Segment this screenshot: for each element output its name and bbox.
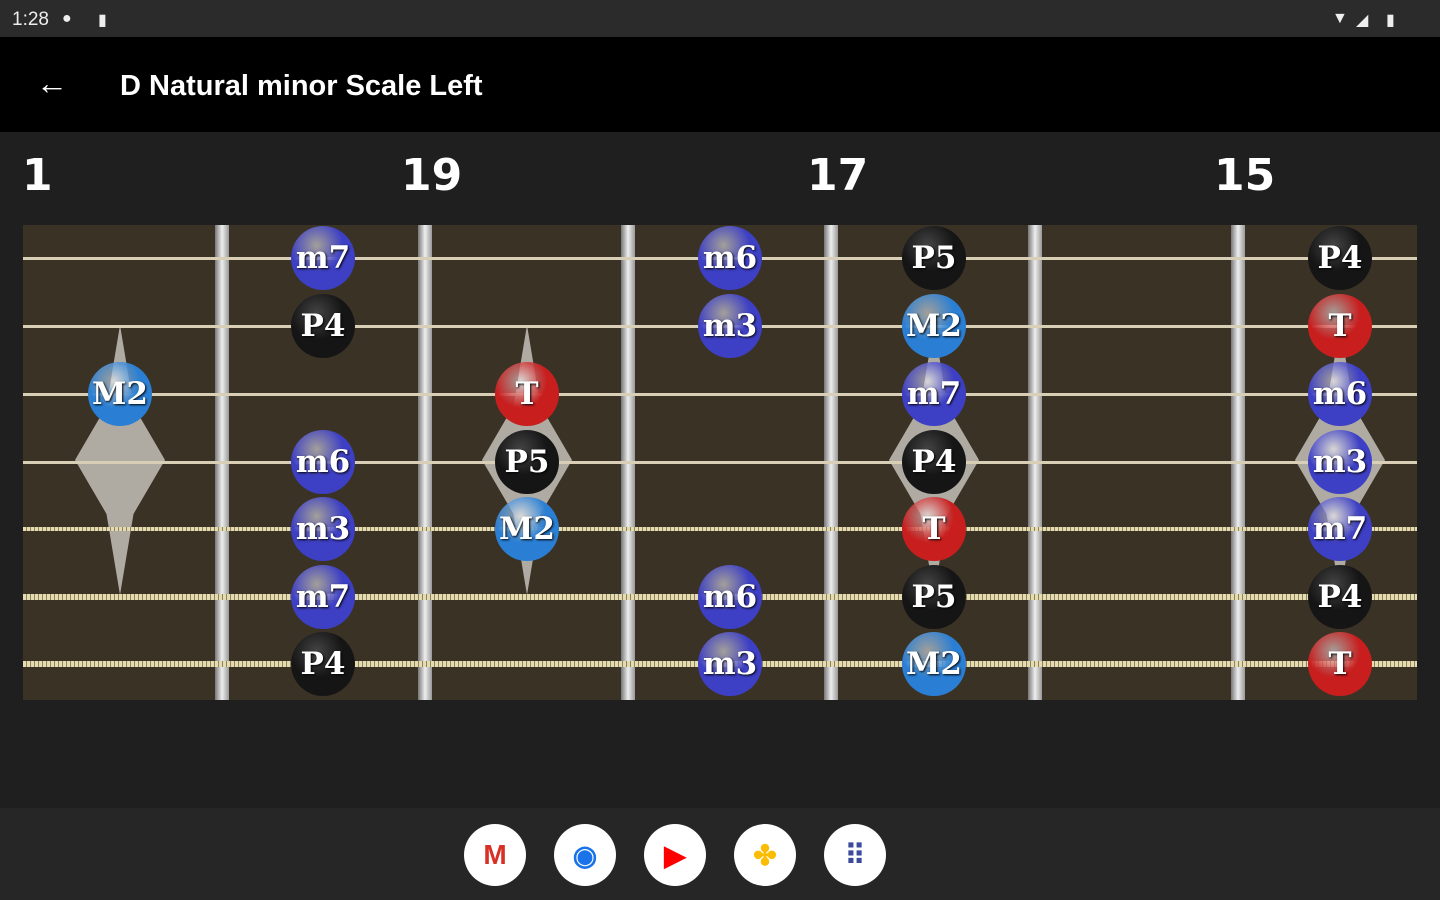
note-marker[interactable]: m6 [698,565,762,629]
note-marker[interactable]: M2 [902,294,966,358]
wifi-icon: ▼ [1332,10,1348,27]
app-bar: ← D Natural minor Scale Left [0,37,1440,132]
note-marker[interactable]: T [902,497,966,561]
sd-card-icon: ▮ [98,12,107,29]
note-marker[interactable]: P5 [495,430,559,494]
note-marker[interactable]: T [495,362,559,426]
gmail-icon[interactable]: M [464,824,526,886]
note-marker[interactable]: P5 [902,565,966,629]
note-marker[interactable]: m7 [291,565,355,629]
guitar-string [23,527,1417,531]
signal-icon: ◢ [1356,12,1369,29]
note-marker[interactable]: m3 [698,294,762,358]
note-marker[interactable]: P5 [902,226,966,290]
status-time: 1:28 [12,9,49,30]
status-bar: 1:28 ● ▮ ▼ ◢ ▮ [0,0,1440,37]
back-button[interactable]: ← [36,65,68,101]
note-marker[interactable]: P4 [291,294,355,358]
youtube-icon[interactable]: ▶ [644,824,706,886]
navigation-bar [0,808,1440,900]
app-drawer-icon[interactable]: ⠿ [824,824,886,886]
chrome-icon[interactable]: ◉ [554,824,616,886]
note-marker[interactable]: M2 [88,362,152,426]
battery-icon: ▮ [1386,12,1395,29]
note-marker[interactable]: P4 [902,430,966,494]
note-marker[interactable]: M2 [902,632,966,696]
note-marker[interactable]: T [1308,632,1372,696]
note-marker[interactable]: P4 [1308,226,1372,290]
note-marker[interactable]: m3 [698,632,762,696]
fret-number: 19 [401,150,463,201]
note-marker[interactable]: m6 [698,226,762,290]
notification-icon: ● [62,10,72,27]
guitar-string [23,460,1417,464]
note-marker[interactable]: m7 [1308,497,1372,561]
photos-icon[interactable]: ✤ [734,824,796,886]
fret-number: 15 [1214,150,1276,201]
note-marker[interactable]: m6 [291,430,355,494]
note-marker[interactable]: m3 [1308,430,1372,494]
note-marker[interactable]: P4 [1308,565,1372,629]
guitar-string [23,392,1417,396]
page-title: D Natural minor Scale Left [120,70,483,102]
note-marker[interactable]: m7 [291,226,355,290]
fret-number: 17 [807,150,869,201]
note-marker[interactable]: m6 [1308,362,1372,426]
fret-number: 1 [22,150,53,201]
note-marker[interactable]: M2 [495,497,559,561]
note-marker[interactable]: T [1308,294,1372,358]
note-marker[interactable]: m3 [291,497,355,561]
note-marker[interactable]: P4 [291,632,355,696]
note-marker[interactable]: m7 [902,362,966,426]
